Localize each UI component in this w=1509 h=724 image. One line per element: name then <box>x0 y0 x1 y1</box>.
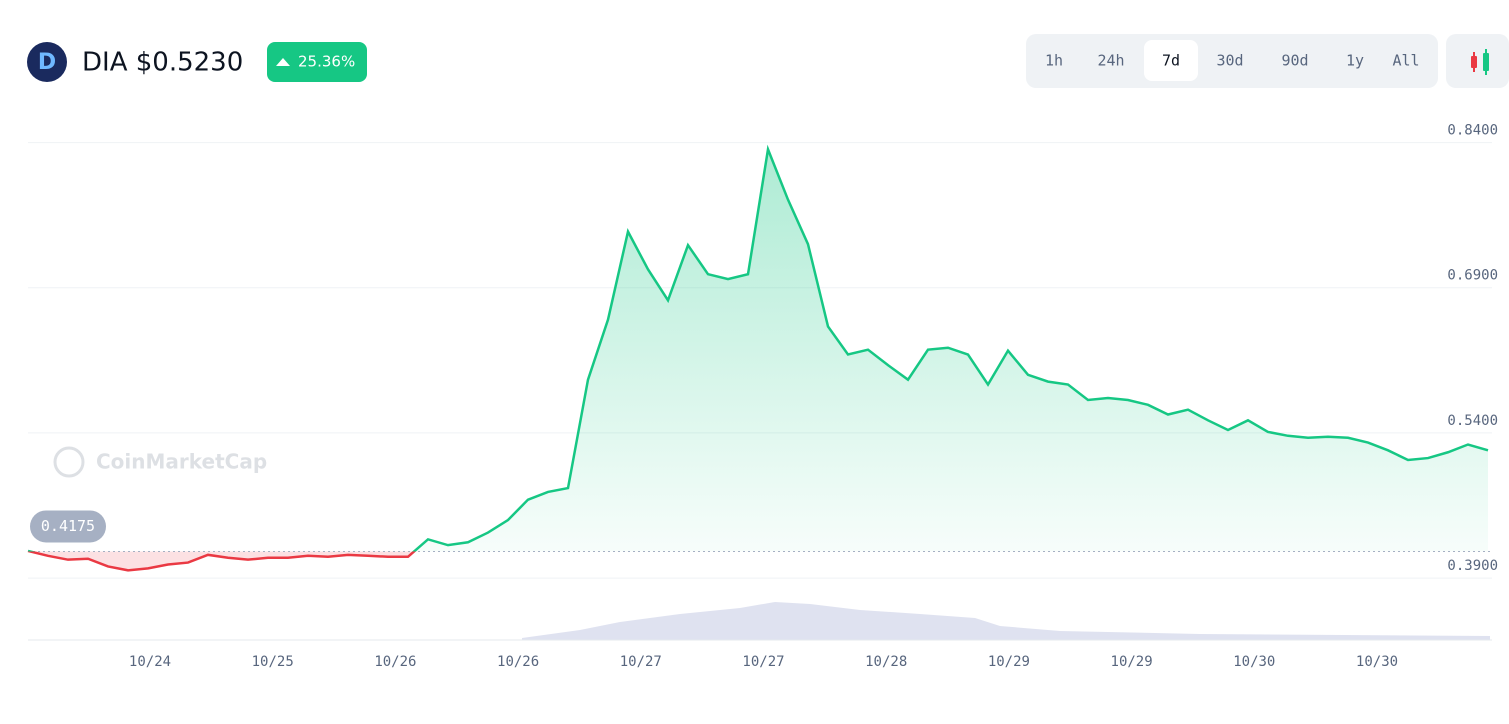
x-tick-label: 10/26 <box>497 654 539 670</box>
y-tick-label: 0.3900 <box>1447 558 1498 574</box>
x-tick-label: 10/26 <box>374 654 416 670</box>
watermark: CoinMarketCap <box>53 446 267 478</box>
range-button[interactable]: 24h <box>1097 52 1124 70</box>
coin-price: DIA $0.5230 <box>82 48 243 78</box>
price-line-up <box>27 144 1489 552</box>
range-button[interactable]: All <box>1392 52 1419 70</box>
x-tick-label: 10/30 <box>1356 654 1398 670</box>
x-tick-label: 10/27 <box>742 654 784 670</box>
range-button[interactable]: 30d <box>1216 52 1243 70</box>
candle-icon-green-body <box>1483 53 1489 71</box>
x-tick-label: 10/30 <box>1233 654 1275 670</box>
range-button[interactable]: 90d <box>1281 52 1308 70</box>
watermark-logo <box>53 446 85 478</box>
up-arrow <box>276 58 290 66</box>
coin-logo-letter: D <box>38 50 56 75</box>
candle-icon-red-body <box>1471 56 1477 68</box>
baseline-badge <box>30 510 106 543</box>
y-tick-label: 0.5400 <box>1447 413 1498 429</box>
chart-type-toggle[interactable] <box>1446 34 1509 88</box>
y-tick-label: 0.6900 <box>1447 268 1498 284</box>
baseline-label: 0.4175 <box>41 517 95 535</box>
x-tick-label: 10/28 <box>865 654 907 670</box>
x-tick-label: 10/29 <box>1111 654 1153 670</box>
range-button[interactable]: 7d <box>1162 52 1180 70</box>
x-tick-label: 10/24 <box>129 654 171 670</box>
x-tick-label: 10/27 <box>620 654 662 670</box>
header: D DIA $0.5230 25.36% 1h 24h 7d 30d 90d 1y All <box>27 34 1509 88</box>
range-selector <box>1026 34 1438 88</box>
y-tick-label: 0.8400 <box>1447 123 1498 139</box>
change-text: 25.36% <box>298 53 355 71</box>
x-tick-label: 10/25 <box>252 654 294 670</box>
range-button[interactable]: 1h <box>1045 52 1063 70</box>
x-tick-label: 10/29 <box>988 654 1030 670</box>
range-button-active[interactable] <box>1144 40 1198 81</box>
watermark-text: CoinMarketCap <box>96 450 267 474</box>
range-buttons: 1h 24h 7d 30d 90d 1y All <box>1045 40 1420 81</box>
plot: 0.3900 0.5400 0.6900 0.8400 10/24 10/25 10/26 1… <box>27 123 1498 670</box>
coin-logo <box>27 42 67 82</box>
change-badge <box>267 42 367 82</box>
price-line-down <box>27 551 417 572</box>
range-button[interactable]: 1y <box>1346 52 1364 70</box>
volume-area <box>522 602 1490 640</box>
area-up <box>28 149 1488 552</box>
